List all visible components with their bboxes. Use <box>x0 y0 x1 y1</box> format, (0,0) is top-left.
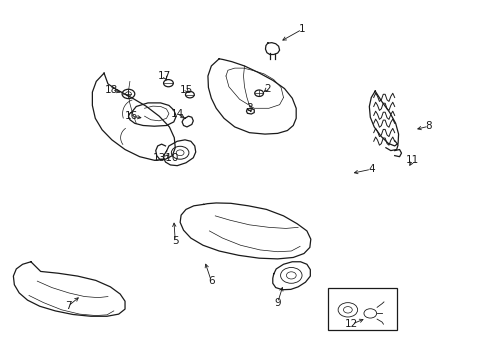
Text: 1310: 1310 <box>153 153 179 163</box>
Text: 12: 12 <box>345 319 358 329</box>
Text: 6: 6 <box>207 276 214 286</box>
Text: 7: 7 <box>64 301 71 311</box>
Text: 16: 16 <box>124 111 138 121</box>
Text: 1: 1 <box>298 24 305 35</box>
Text: 11: 11 <box>405 155 419 165</box>
Text: 18: 18 <box>105 85 118 95</box>
Text: 15: 15 <box>179 85 192 95</box>
Text: 9: 9 <box>274 298 281 308</box>
Text: 5: 5 <box>172 236 178 246</box>
Text: 14: 14 <box>170 109 183 119</box>
Text: 17: 17 <box>158 71 171 81</box>
Text: 2: 2 <box>264 84 271 94</box>
Text: 8: 8 <box>425 121 431 131</box>
Text: 4: 4 <box>367 164 374 174</box>
Text: 3: 3 <box>245 103 252 113</box>
Bar <box>328 288 396 330</box>
